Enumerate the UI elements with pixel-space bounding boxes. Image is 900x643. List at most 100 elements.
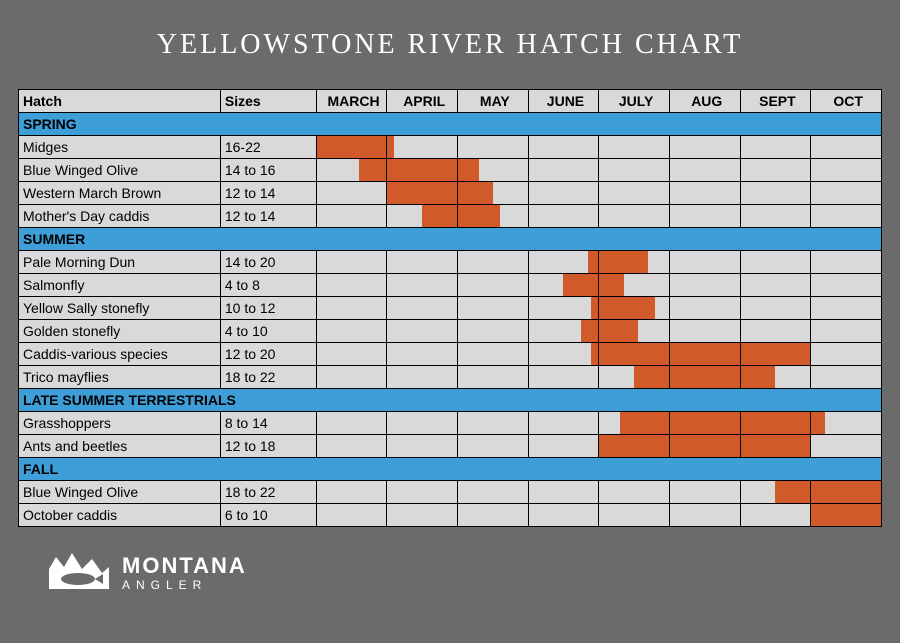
month-cell: [599, 481, 670, 504]
month-cell: [387, 251, 458, 274]
month-cell: [387, 274, 458, 297]
month-cell: [599, 251, 670, 274]
month-cell: [740, 159, 811, 182]
month-cell: [316, 435, 387, 458]
col-month: MARCH: [316, 90, 387, 113]
month-cell: [669, 366, 740, 389]
section-label: SPRING: [19, 113, 882, 136]
section-header: LATE SUMMER TERRESTRIALS: [19, 389, 882, 412]
month-cell: [387, 504, 458, 527]
hatch-name: Western March Brown: [19, 182, 221, 205]
hatch-bar: [458, 182, 493, 204]
month-cell: [528, 205, 599, 228]
month-cell: [316, 504, 387, 527]
month-cell: [811, 343, 882, 366]
table-row: Caddis-various species12 to 20: [19, 343, 882, 366]
col-month: JUNE: [528, 90, 599, 113]
month-cell: [811, 320, 882, 343]
col-month: MAY: [458, 90, 529, 113]
hatch-bar: [741, 412, 811, 434]
section-label: FALL: [19, 458, 882, 481]
month-cell: [387, 481, 458, 504]
month-cell: [599, 343, 670, 366]
footer-brand: MONTANA ANGLER: [48, 549, 882, 597]
hatch-size: 18 to 22: [220, 481, 316, 504]
section-header: SUMMER: [19, 228, 882, 251]
month-cell: [740, 274, 811, 297]
month-cell: [599, 274, 670, 297]
month-cell: [387, 297, 458, 320]
month-cell: [811, 182, 882, 205]
month-cell: [669, 274, 740, 297]
hatch-name: Blue Winged Olive: [19, 159, 221, 182]
hatch-bar: [387, 182, 457, 204]
hatch-bar: [581, 320, 598, 342]
month-cell: [599, 504, 670, 527]
header-row: Hatch Sizes MARCH APRIL MAY JUNE JULY AU…: [19, 90, 882, 113]
month-cell: [458, 136, 529, 159]
hatch-bar: [741, 366, 776, 388]
month-cell: [316, 136, 387, 159]
hatch-name: October caddis: [19, 504, 221, 527]
hatch-bar: [670, 412, 740, 434]
hatch-size: 14 to 16: [220, 159, 316, 182]
month-cell: [316, 274, 387, 297]
month-cell: [528, 159, 599, 182]
month-cell: [669, 297, 740, 320]
month-cell: [458, 182, 529, 205]
month-cell: [316, 343, 387, 366]
hatch-bar: [458, 159, 479, 181]
hatch-name: Trico mayflies: [19, 366, 221, 389]
month-cell: [458, 481, 529, 504]
month-cell: [811, 435, 882, 458]
month-cell: [458, 274, 529, 297]
hatch-name: Blue Winged Olive: [19, 481, 221, 504]
hatch-bar: [634, 366, 669, 388]
section-header: FALL: [19, 458, 882, 481]
brand-line1: MONTANA: [122, 555, 247, 577]
month-cell: [387, 159, 458, 182]
month-cell: [811, 412, 882, 435]
section-label: SUMMER: [19, 228, 882, 251]
month-cell: [811, 136, 882, 159]
month-cell: [387, 435, 458, 458]
month-cell: [528, 274, 599, 297]
hatch-bar: [670, 343, 740, 365]
month-cell: [316, 159, 387, 182]
month-cell: [669, 504, 740, 527]
month-cell: [528, 297, 599, 320]
month-cell: [458, 504, 529, 527]
month-cell: [316, 182, 387, 205]
month-cell: [316, 366, 387, 389]
month-cell: [387, 343, 458, 366]
hatch-bar: [563, 274, 598, 296]
month-cell: [740, 435, 811, 458]
hatch-bar: [775, 481, 810, 503]
brand-line2: ANGLER: [122, 579, 247, 591]
month-cell: [599, 320, 670, 343]
hatch-size: 12 to 14: [220, 182, 316, 205]
hatch-size: 4 to 8: [220, 274, 316, 297]
hatch-bar: [670, 366, 740, 388]
month-cell: [599, 182, 670, 205]
month-cell: [528, 251, 599, 274]
month-cell: [811, 297, 882, 320]
month-cell: [740, 182, 811, 205]
month-cell: [458, 251, 529, 274]
hatch-size: 12 to 14: [220, 205, 316, 228]
hatch-size: 14 to 20: [220, 251, 316, 274]
hatch-name: Salmonfly: [19, 274, 221, 297]
month-cell: [458, 366, 529, 389]
chart-container: YELLOWSTONE RIVER HATCH CHART Hatch Size…: [0, 0, 900, 643]
table-row: Golden stonefly4 to 10: [19, 320, 882, 343]
table-row: Midges16-22: [19, 136, 882, 159]
month-cell: [528, 504, 599, 527]
month-cell: [528, 412, 599, 435]
hatch-size: 6 to 10: [220, 504, 316, 527]
month-cell: [316, 205, 387, 228]
hatch-name: Golden stonefly: [19, 320, 221, 343]
col-hatch: Hatch: [19, 90, 221, 113]
hatch-name: Yellow Sally stonefly: [19, 297, 221, 320]
month-cell: [316, 297, 387, 320]
hatch-bar: [599, 297, 655, 319]
